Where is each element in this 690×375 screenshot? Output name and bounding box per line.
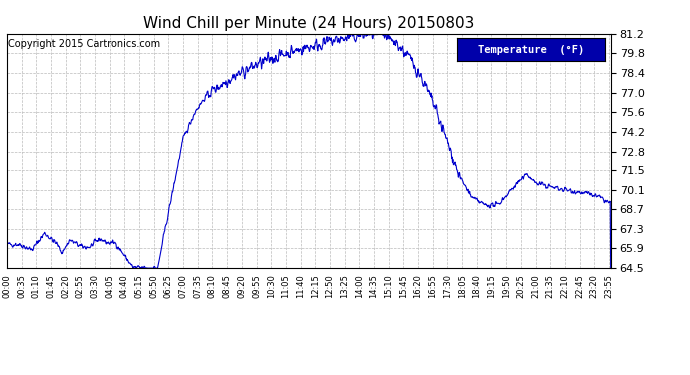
Text: Copyright 2015 Cartronics.com: Copyright 2015 Cartronics.com [8, 39, 160, 50]
Title: Wind Chill per Minute (24 Hours) 20150803: Wind Chill per Minute (24 Hours) 2015080… [143, 16, 475, 31]
